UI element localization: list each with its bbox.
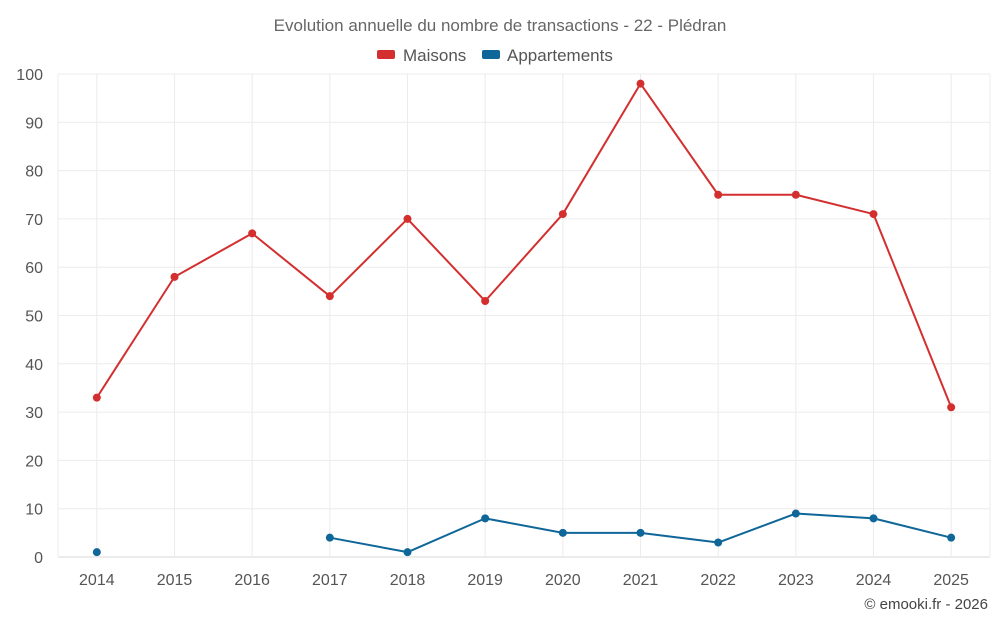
y-tick-label: 10: [25, 502, 43, 519]
x-tick-label: 2014: [79, 572, 115, 589]
legend-swatch-appartements: [482, 50, 500, 59]
data-point-appartements[interactable]: [558, 528, 567, 537]
x-tick-label: 2022: [700, 572, 736, 589]
data-point-maisons[interactable]: [170, 272, 179, 281]
legend-label-appartements: Appartements: [507, 46, 613, 65]
chart-title: Evolution annuelle du nombre de transact…: [274, 16, 727, 35]
x-tick-label: 2021: [623, 572, 659, 589]
y-tick-label: 0: [34, 550, 43, 567]
data-point-appartements[interactable]: [403, 548, 412, 557]
legend-item-appartements[interactable]: Appartements: [482, 46, 613, 65]
y-tick-label: 50: [25, 309, 43, 326]
x-tick-label: 2025: [933, 572, 969, 589]
x-tick-label: 2023: [778, 572, 814, 589]
series-maisons: [92, 79, 956, 412]
data-point-maisons[interactable]: [791, 190, 800, 199]
data-point-maisons[interactable]: [481, 297, 490, 306]
data-point-appartements[interactable]: [481, 514, 490, 523]
series-line-maisons: [95, 82, 953, 408]
series-appartements: [92, 509, 956, 557]
credit-text: © emooki.fr - 2026: [864, 596, 988, 613]
y-tick-label: 80: [25, 164, 43, 181]
data-point-maisons[interactable]: [636, 79, 645, 88]
y-tick-label: 60: [25, 260, 43, 277]
legend-label-maisons: Maisons: [403, 46, 466, 65]
data-point-appartements[interactable]: [92, 548, 101, 557]
data-point-maisons[interactable]: [403, 214, 412, 223]
y-tick-label: 40: [25, 357, 43, 374]
y-tick-label: 100: [16, 67, 43, 84]
data-point-maisons[interactable]: [558, 210, 567, 219]
data-point-maisons[interactable]: [92, 393, 101, 402]
x-tick-label: 2017: [312, 572, 348, 589]
x-axis: 2014 2015 2016 2017 2018 2019 2020 2021 2022 2023…: [79, 572, 969, 589]
x-tick-label: 2015: [157, 572, 193, 589]
series-layer: [92, 79, 956, 557]
gridlines: [57, 73, 991, 558]
data-point-appartements[interactable]: [791, 509, 800, 518]
data-point-maisons[interactable]: [714, 190, 723, 199]
legend-swatch-maisons: [377, 50, 395, 59]
legend-item-maisons[interactable]: Maisons: [377, 46, 466, 65]
x-tick-label: 2016: [234, 572, 270, 589]
data-point-maisons[interactable]: [947, 403, 956, 412]
y-axis: 0 10 20 30 40 50 60 70 80 90 100: [16, 67, 43, 567]
legend: Maisons Appartements: [377, 46, 613, 65]
data-point-appartements[interactable]: [636, 528, 645, 537]
y-tick-label: 30: [25, 405, 43, 422]
data-point-maisons[interactable]: [325, 292, 334, 301]
x-tick-label: 2019: [467, 572, 503, 589]
y-tick-label: 20: [25, 453, 43, 470]
x-tick-label: 2020: [545, 572, 581, 589]
data-point-appartements[interactable]: [947, 533, 956, 542]
y-tick-label: 90: [25, 115, 43, 132]
data-point-maisons[interactable]: [248, 229, 257, 238]
data-point-appartements[interactable]: [325, 533, 334, 542]
data-point-appartements[interactable]: [869, 514, 878, 523]
y-tick-label: 70: [25, 212, 43, 229]
x-tick-label: 2024: [856, 572, 892, 589]
data-point-appartements[interactable]: [714, 538, 723, 547]
data-point-maisons[interactable]: [869, 210, 878, 219]
x-tick-label: 2018: [390, 572, 426, 589]
